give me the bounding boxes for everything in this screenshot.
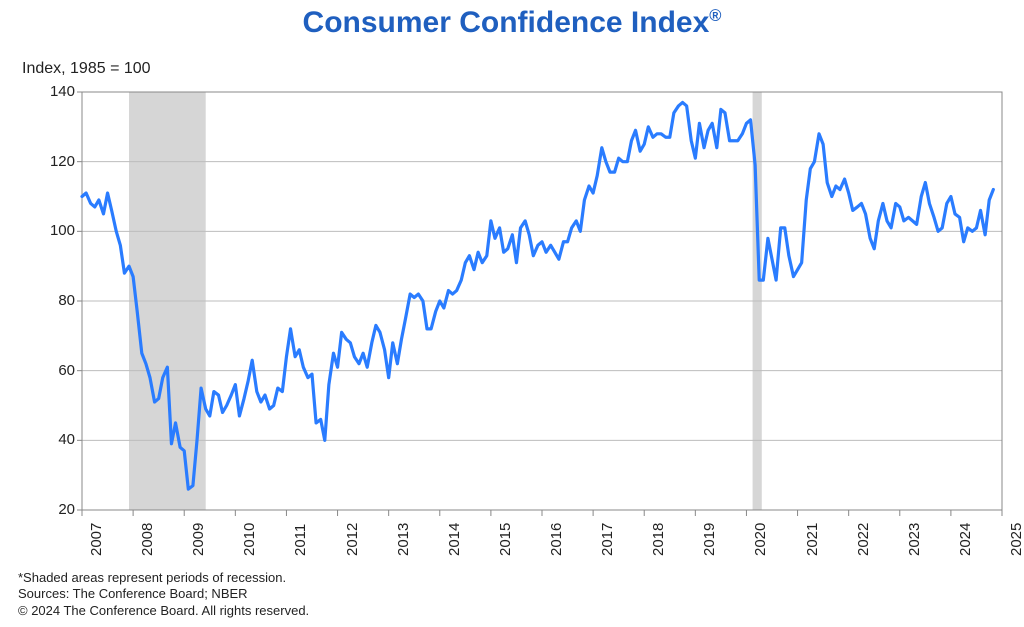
y-tick: 140 (37, 83, 75, 100)
x-tick: 2018 (650, 523, 667, 556)
y-tick: 60 (37, 362, 75, 379)
x-tick: 2007 (88, 523, 105, 556)
chart-plot-area (82, 92, 1002, 510)
x-tick: 2017 (599, 523, 616, 556)
y-tick: 120 (37, 153, 75, 170)
y-tick: 40 (37, 431, 75, 448)
x-tick: 2023 (906, 523, 923, 556)
x-tick: 2016 (548, 523, 565, 556)
x-tick: 2010 (241, 523, 258, 556)
x-tick: 2024 (957, 523, 974, 556)
x-tick: 2020 (752, 523, 769, 556)
y-tick: 20 (37, 501, 75, 518)
x-tick: 2011 (292, 524, 309, 556)
chart-footer-notes: *Shaded areas represent periods of reces… (18, 570, 309, 619)
chart-title: Consumer Confidence Index® (0, 6, 1024, 40)
x-tick: 2022 (855, 523, 872, 556)
y-axis-label: Index, 1985 = 100 (22, 60, 151, 78)
y-tick: 100 (37, 222, 75, 239)
x-tick: 2012 (344, 523, 361, 556)
x-tick: 2019 (701, 523, 718, 556)
x-tick: 2015 (497, 523, 514, 556)
x-tick: 2014 (446, 523, 463, 556)
x-tick: 2008 (139, 523, 156, 556)
y-tick: 80 (37, 292, 75, 309)
x-tick: 2021 (804, 523, 821, 556)
x-tick: 2009 (190, 523, 207, 556)
x-tick: 2025 (1008, 523, 1024, 556)
x-tick: 2013 (395, 523, 412, 556)
